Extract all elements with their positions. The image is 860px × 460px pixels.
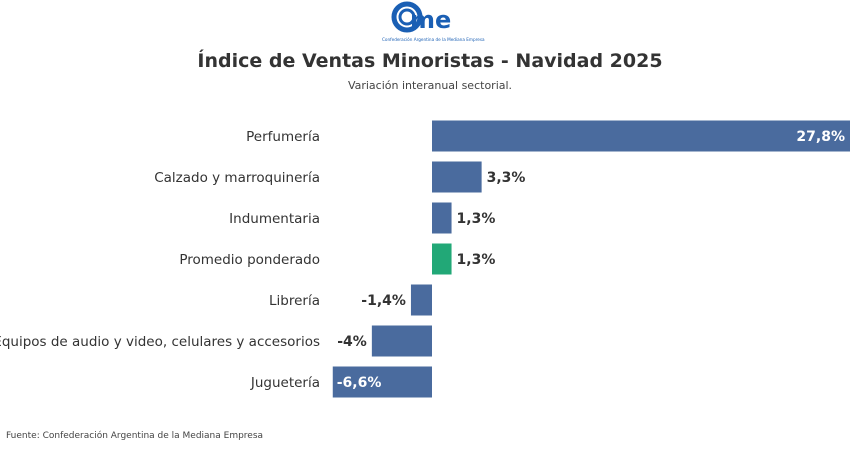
bar-5 <box>371 325 432 357</box>
data-label: 3,3% <box>487 170 526 186</box>
category-label: Promedio ponderado <box>179 252 320 268</box>
bar-0 <box>432 120 850 152</box>
category-label: Calzado y marroquinería <box>154 170 320 186</box>
came-logo: me Confederación Argentina de la Mediana… <box>380 0 490 44</box>
category-label: Juguetería <box>250 375 320 391</box>
data-label: 1,3% <box>457 252 496 268</box>
category-label: Indumentaria <box>229 211 320 227</box>
category-label: Librería <box>269 293 320 309</box>
chart-title: Índice de Ventas Minoristas - Navidad 20… <box>197 50 663 72</box>
svg-text:me: me <box>410 6 451 34</box>
bar-6 <box>332 366 432 398</box>
category-label: Equipos de audio y video, celulares y ac… <box>0 334 320 350</box>
data-label: 27,8% <box>796 129 845 145</box>
chart-subtitle: Variación interanual sectorial. <box>347 79 513 92</box>
category-label: Perfumería <box>246 129 320 145</box>
data-label: 1,3% <box>457 211 496 227</box>
bar-2 <box>432 202 452 234</box>
bar-3 <box>432 243 452 275</box>
bar-4 <box>410 284 432 316</box>
data-label: -6,6% <box>337 375 382 391</box>
source-note: Fuente: Confederación Argentina de la Me… <box>6 431 264 441</box>
bar-1 <box>432 161 482 193</box>
svg-text:Confederación Argentina de la: Confederación Argentina de la Mediana Em… <box>382 37 485 42</box>
data-label: -4% <box>337 334 367 350</box>
data-label: -1,4% <box>361 293 406 309</box>
